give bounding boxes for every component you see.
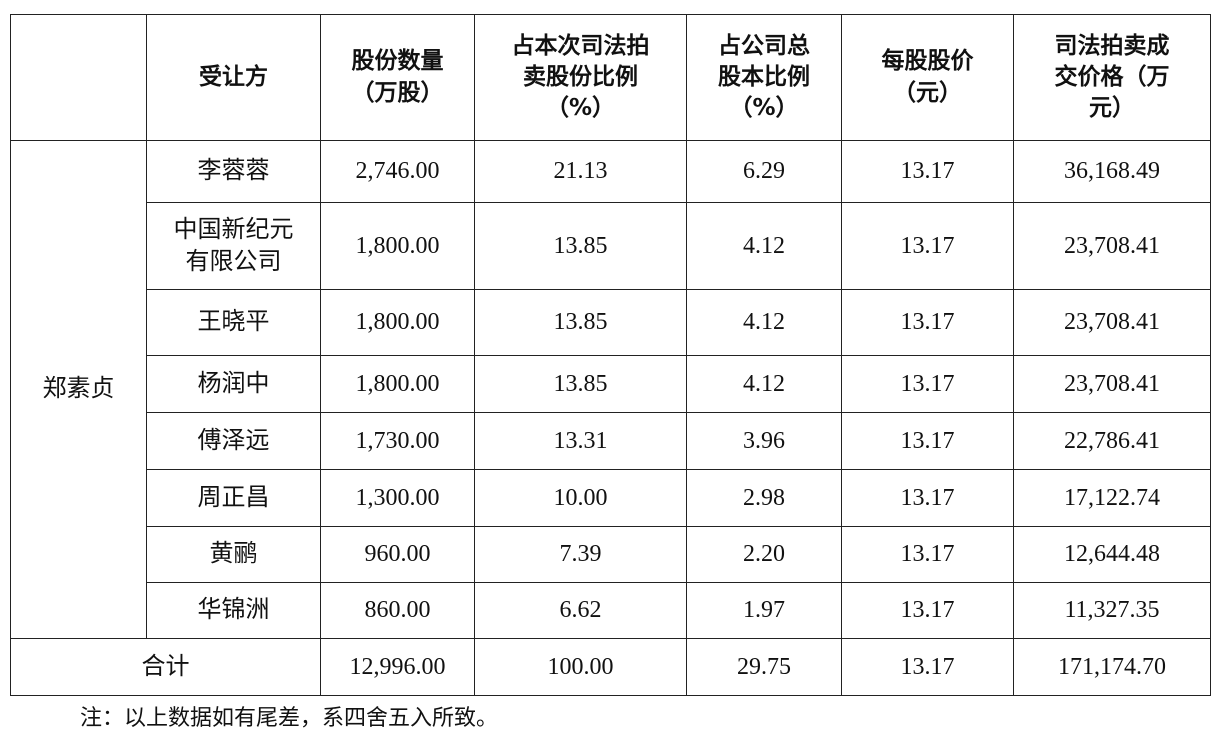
- value-cell: 4.12: [686, 289, 842, 356]
- value-cell: 11,327.35: [1013, 582, 1211, 639]
- name-line: 中国新纪元: [173, 216, 294, 243]
- value-cell: 17,122.74: [1013, 469, 1211, 527]
- header-cell: [10, 14, 147, 141]
- header-line: 股份数量: [351, 48, 444, 75]
- value-cell: 6.29: [686, 140, 842, 203]
- value-cell: 13.17: [841, 355, 1014, 413]
- transfer-table: 受让方 股份数量 （万股） 占本次司法拍 卖股份比例 （%） 占公司总股本比例 （%） 每股股价…: [10, 14, 1211, 696]
- name-line: 有限公司: [185, 249, 282, 275]
- value-cell: 4.12: [686, 202, 842, 290]
- name-line: 李蓉蓉: [197, 158, 270, 185]
- total-cell: 13.17: [841, 638, 1014, 696]
- name-line: 黄鹂: [209, 541, 258, 568]
- total-cell: 100.00: [474, 638, 687, 696]
- value-cell: 3.96: [686, 412, 842, 470]
- header-cell: 股份数量 （万股）: [320, 14, 475, 141]
- data-row: 郑素贞 李蓉蓉 2,746.00 21.13 6.29 13.17 36,168.49: [10, 140, 1211, 639]
- value-cell: 23,708.41: [1013, 355, 1211, 413]
- name-line: 华锦洲: [197, 597, 270, 624]
- header-line: 占本次司法拍: [511, 32, 650, 59]
- value-cell: 13.17: [841, 140, 1014, 203]
- header-line: 卖股份比例: [523, 63, 638, 90]
- data-row: 杨润中 1,800.00 13.85 4.12 13.17 23,708.41: [11, 355, 1211, 413]
- data-row: 黄鹂 960.00 7.39 2.20 13.17 12,644.48: [11, 526, 1211, 583]
- header-line: （%）: [729, 95, 799, 122]
- value-cell: 1,800.00: [320, 355, 475, 413]
- header-line: （%）: [545, 95, 616, 122]
- value-cell: 1.97: [686, 582, 842, 639]
- value-cell: 960.00: [320, 526, 475, 583]
- value-cell: 13.85: [474, 289, 687, 356]
- value-cell: 13.85: [474, 355, 687, 413]
- transferee: 傅泽远: [146, 412, 321, 470]
- value-cell: 4.12: [686, 355, 842, 413]
- transferee: 黄鹂: [146, 526, 321, 583]
- transferee: 王晓平: [146, 289, 321, 356]
- value-cell: 23,708.41: [1013, 202, 1211, 290]
- value-cell: 1,800.00: [320, 289, 475, 356]
- header-line: 每股股价: [881, 48, 974, 75]
- header-line: （元）: [893, 79, 962, 106]
- header-row: 受让方 股份数量 （万股） 占本次司法拍 卖股份比例 （%） 占公司总股本比例 （%） 每股股价…: [10, 14, 1211, 141]
- value-cell: 13.31: [474, 412, 687, 470]
- header-cell: 占公司总股本比例 （%）: [686, 14, 842, 141]
- value-cell: 1,300.00: [320, 469, 475, 527]
- footnote: 注：以上数据如有尾差，系四舍五入所致。: [80, 705, 499, 730]
- value-cell: 7.39: [474, 526, 687, 583]
- transferee: 华锦洲: [146, 582, 321, 639]
- value-cell: 13.17: [841, 289, 1014, 356]
- name-line: 周正昌: [197, 484, 270, 511]
- value-cell: 13.85: [474, 202, 687, 290]
- data-row: 王晓平 1,800.00 13.85 4.12 13.17 23,708.41: [11, 289, 1211, 356]
- header-cell: 每股股价 （元）: [841, 14, 1014, 141]
- data-row: 中国新纪元 有限公司 1,800.00 13.85 4.12 13.17 23,708.41: [11, 202, 1211, 290]
- value-cell: 10.00: [474, 469, 687, 527]
- header-cell: 受让方: [146, 14, 321, 141]
- header-line: 受让方: [199, 63, 268, 90]
- name-line: 傅泽远: [197, 427, 270, 454]
- total-cell: 171,174.70: [1013, 638, 1211, 696]
- header-cell: 占本次司法拍 卖股份比例 （%）: [474, 14, 687, 141]
- value-cell: 2,746.00: [320, 140, 475, 203]
- transferor: 郑素贞: [10, 140, 147, 639]
- value-cell: 6.62: [474, 582, 687, 639]
- total-cell: 29.75: [686, 638, 842, 696]
- value-cell: 21.13: [474, 140, 687, 203]
- header-line: 司法拍卖成: [1054, 32, 1170, 59]
- total-label: 合计: [10, 638, 321, 696]
- data-row: 华锦洲 860.00 6.62 1.97 13.17 11,327.35: [11, 582, 1211, 639]
- value-cell: 36,168.49: [1013, 140, 1211, 203]
- data-row: 傅泽远 1,730.00 13.31 3.96 13.17 22,786.41: [11, 412, 1211, 470]
- value-cell: 22,786.41: [1013, 412, 1211, 470]
- total-row: 合计 12,996.00 100.00 29.75 13.17 171,174.70: [10, 638, 1211, 696]
- transferee: 中国新纪元 有限公司: [146, 202, 321, 290]
- transferee: 李蓉蓉: [146, 140, 321, 203]
- value-cell: 2.98: [686, 469, 842, 527]
- name-line: 杨润中: [197, 370, 270, 397]
- header-line: 交价格（万: [1054, 63, 1170, 90]
- value-cell: 2.20: [686, 526, 842, 583]
- value-cell: 1,730.00: [320, 412, 475, 470]
- header-cell: 司法拍卖成交价格（万元）: [1013, 14, 1211, 141]
- transferee: 杨润中: [146, 355, 321, 413]
- data-row: 周正昌 1,300.00 10.00 2.98 13.17 17,122.74: [11, 469, 1211, 527]
- header-line: 元）: [1089, 95, 1135, 122]
- total-cell: 12,996.00: [320, 638, 475, 696]
- value-cell: 13.17: [841, 526, 1014, 583]
- header-line: （万股）: [351, 79, 444, 106]
- value-cell: 13.17: [841, 412, 1014, 470]
- value-cell: 13.17: [841, 582, 1014, 639]
- value-cell: 860.00: [320, 582, 475, 639]
- header-line: 股本比例: [718, 63, 810, 90]
- value-cell: 13.17: [841, 469, 1014, 527]
- name-line: 王晓平: [197, 309, 270, 336]
- value-cell: 13.17: [841, 202, 1014, 290]
- transferee: 周正昌: [146, 469, 321, 527]
- value-cell: 12,644.48: [1013, 526, 1211, 583]
- header-line: 占公司总: [718, 32, 810, 59]
- value-cell: 1,800.00: [320, 202, 475, 290]
- value-cell: 23,708.41: [1013, 289, 1211, 356]
